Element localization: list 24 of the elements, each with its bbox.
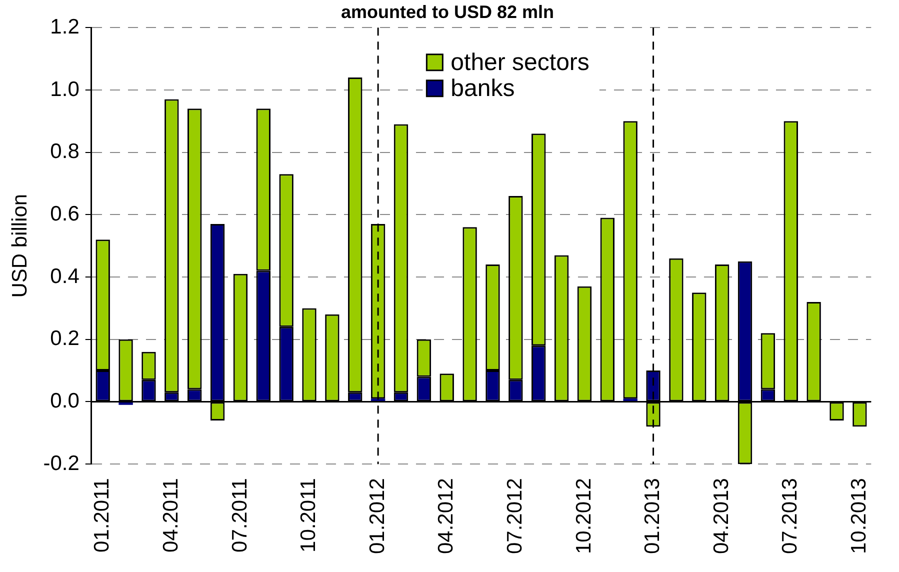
y-tick-label: -0.2 xyxy=(43,452,80,475)
legend-label: other sectors xyxy=(450,49,590,76)
y-tick-label: 0.8 xyxy=(50,140,80,164)
x-tick-label: 01.2012 xyxy=(366,478,389,554)
x-tick-label: 04.2012 xyxy=(434,478,458,554)
y-tick-label: 1.0 xyxy=(50,78,80,101)
y-axis-title: USD billion xyxy=(8,194,32,298)
x-tick-label: 10.2012 xyxy=(572,478,596,554)
x-tick-label: 10.2011 xyxy=(297,478,320,552)
y-tick-label: 0.4 xyxy=(50,264,80,288)
x-tick-label: 01.2011 xyxy=(90,478,114,552)
y-tick-label: 0.6 xyxy=(50,202,80,226)
y-tick-label: 1.2 xyxy=(50,15,80,38)
x-tick-label: 07.2011 xyxy=(228,478,252,552)
chart-title: amounted to USD 82 mln xyxy=(340,2,554,22)
x-tick-label: 07.2013 xyxy=(778,478,802,554)
legend-label: banks xyxy=(450,75,515,102)
y-tick-label: 0.2 xyxy=(50,327,80,350)
x-tick-label: 01.2013 xyxy=(641,478,664,554)
x-tick-label: 07.2012 xyxy=(503,478,526,554)
x-tick-label: 04.2011 xyxy=(159,478,182,552)
x-tick-label: 10.2013 xyxy=(847,478,870,554)
y-tick-label: 0.0 xyxy=(50,390,80,413)
x-tick-label: 04.2013 xyxy=(710,478,733,554)
